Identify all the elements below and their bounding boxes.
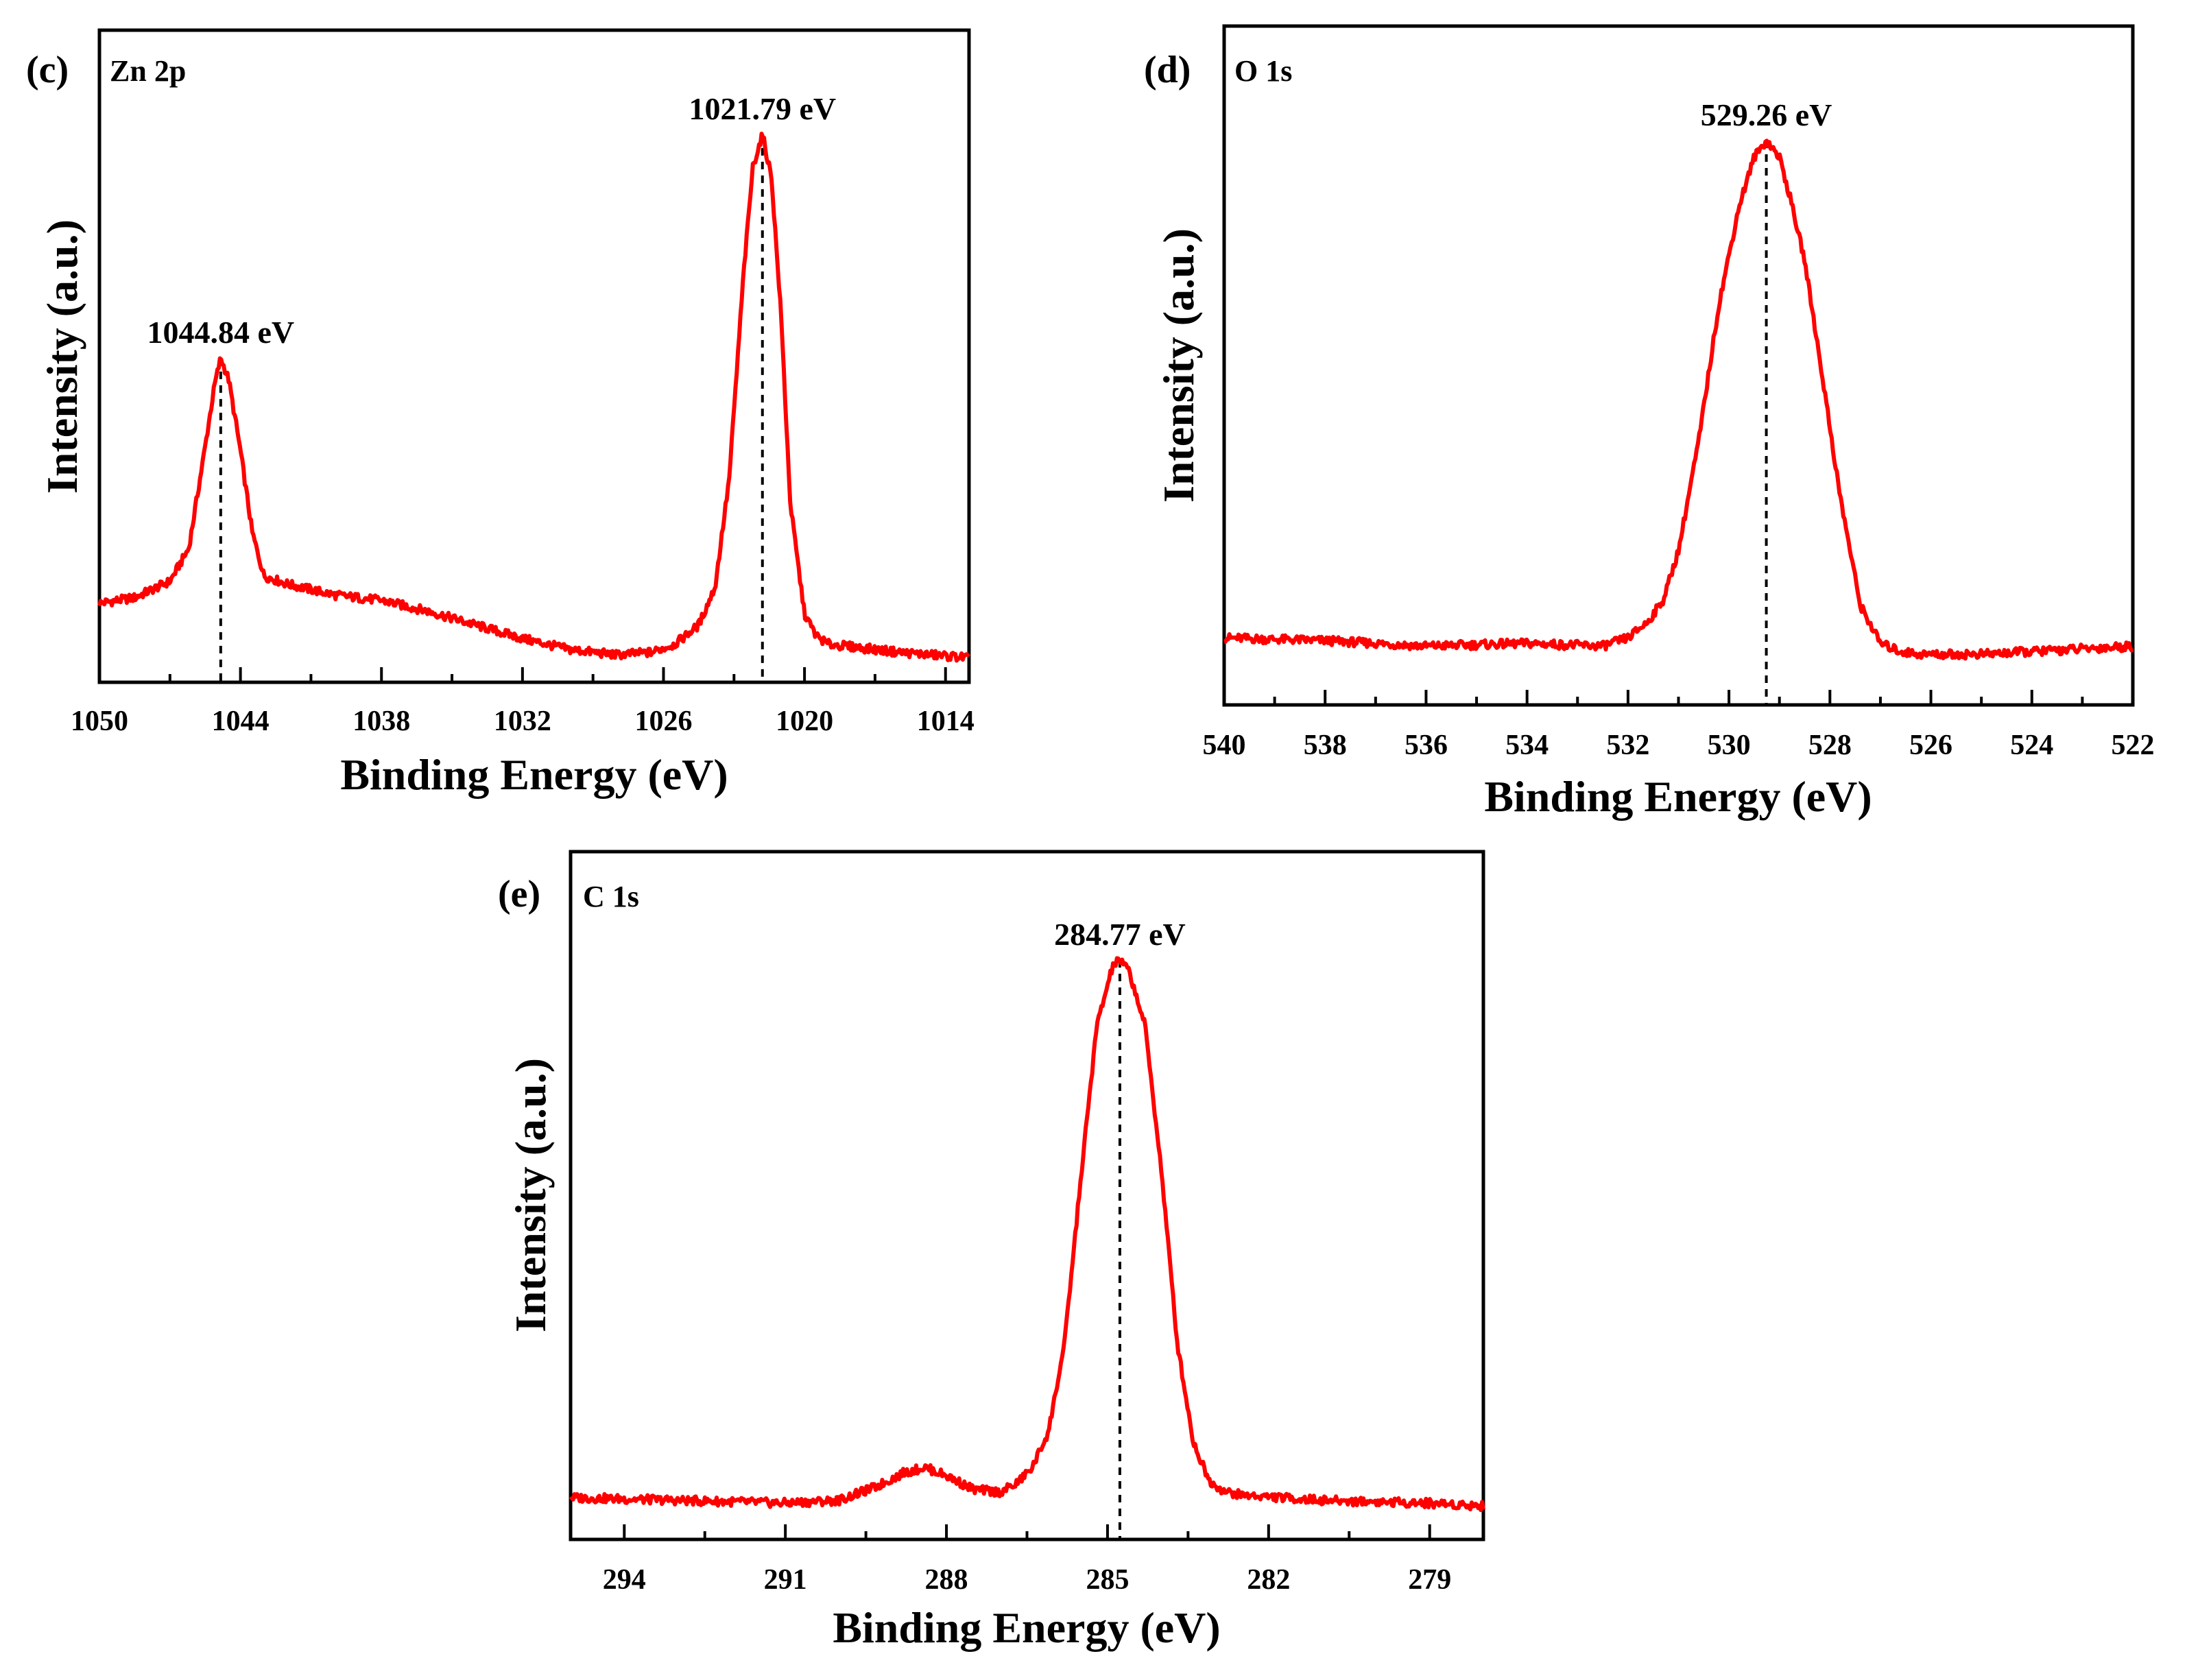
x-tick-label: 532: [1606, 730, 1649, 761]
x-tick-label: 288: [925, 1564, 968, 1596]
series-line: [1223, 139, 2134, 661]
x-tick-label: 279: [1408, 1564, 1451, 1596]
x-tick-label: 530: [1708, 730, 1751, 761]
chart-panel-zn-2p: 1050 1044 1038 1032 1026 1020 1014 1044.84 eV 1…: [26, 28, 975, 799]
panel-letter: (c): [26, 49, 69, 91]
y-axis-title: Intensity (a.u.): [506, 1058, 555, 1332]
x-tick-label: 524: [2010, 730, 2053, 761]
peak-label: 529.26 eV: [1701, 97, 1832, 132]
chart-panel-c-1s: 294 291 288 285 282 279 284.77 eV (e) C 1s Bi…: [498, 850, 1485, 1652]
x-tick-label: 291: [764, 1564, 807, 1596]
x-tick-label: 1044: [212, 706, 270, 737]
series-line: [569, 956, 1485, 1513]
x-tick-label: 294: [603, 1564, 646, 1596]
panel-letter: (e): [498, 873, 540, 915]
x-tick-label: 534: [1505, 730, 1549, 761]
series-line: [97, 132, 970, 663]
x-tick-label: 538: [1304, 730, 1347, 761]
x-tick-label: 282: [1247, 1564, 1290, 1596]
x-tick-label: 536: [1405, 730, 1448, 761]
x-tick-label: 1020: [776, 706, 833, 737]
x-axis-title: Binding Energy (eV): [833, 1603, 1220, 1652]
peak-label: 1044.84 eV: [147, 315, 295, 350]
x-axis-title: Binding Energy (eV): [340, 750, 728, 799]
panel-element-label: Zn 2p: [110, 54, 186, 88]
peak-label: 284.77 eV: [1054, 917, 1186, 952]
x-tick-label: 522: [2112, 730, 2155, 761]
x-tick-label: 1026: [634, 706, 692, 737]
plot-frame: [97, 28, 971, 684]
chart-panel-o-1s: 540 538 536 534 532 530 528 526 524 522 529.26 eV…: [1144, 24, 2155, 821]
panel-element-label: O 1s: [1234, 54, 1292, 88]
plot-frame: [569, 850, 1485, 1541]
plot-frame: [1222, 24, 2135, 707]
x-tick-label: 528: [1808, 730, 1852, 761]
y-axis-title: Intensity (a.u.): [38, 219, 86, 494]
x-tick-label: 526: [1909, 730, 1952, 761]
x-tick-label: 1032: [494, 706, 551, 737]
y-axis-title: Intensity (a.u.): [1154, 228, 1203, 503]
x-tick-label: 285: [1086, 1564, 1129, 1596]
x-tick-label: 1038: [352, 706, 410, 737]
x-tick-label: 1050: [71, 706, 128, 737]
x-axis-title: Binding Energy (eV): [1484, 772, 1872, 821]
panel-element-label: C 1s: [583, 880, 639, 913]
panel-letter: (d): [1144, 49, 1191, 91]
x-tick-label: 540: [1203, 730, 1246, 761]
peak-label: 1021.79 eV: [689, 91, 836, 126]
x-tick-label: 1014: [917, 706, 975, 737]
